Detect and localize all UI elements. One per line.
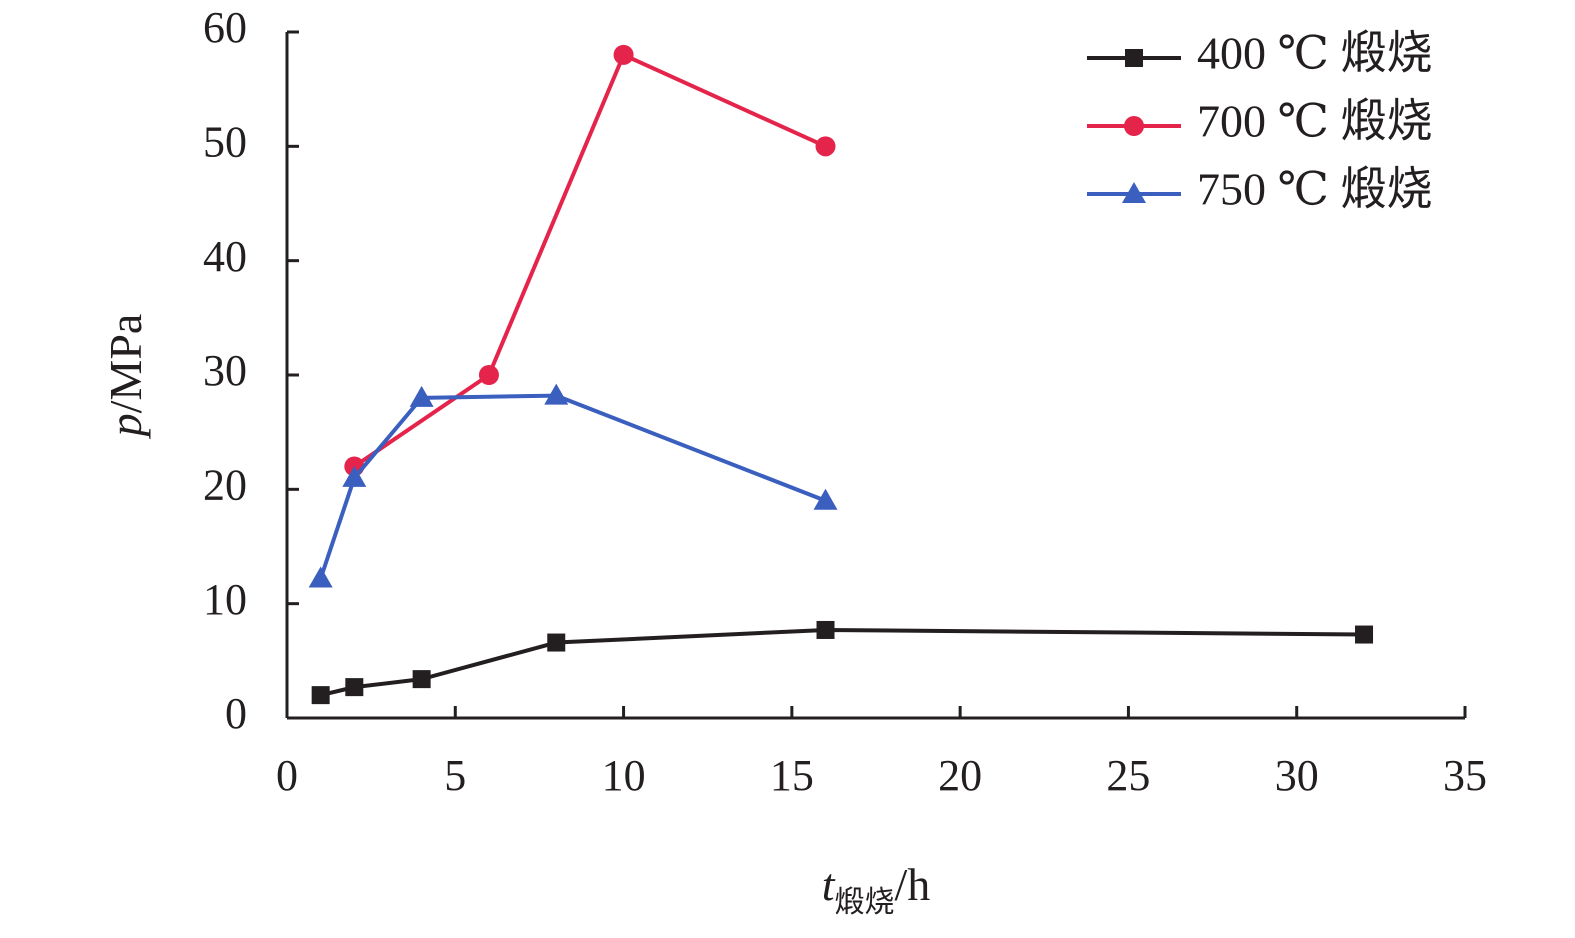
- data-point: [345, 678, 364, 697]
- series-2: [344, 44, 836, 477]
- y-tick-label: 50: [203, 117, 247, 166]
- axes: 0 10 20 30 40 50 60 0 5 10 15 20 25 30 35: [203, 3, 1487, 800]
- legend-item-2: 700 ℃ 煅烧: [1087, 96, 1432, 147]
- y-tick-label: 20: [203, 460, 247, 509]
- legend-marker: [1125, 49, 1143, 67]
- x-tick-label: 15: [770, 751, 814, 800]
- y-tick-label: 30: [203, 346, 247, 395]
- legend-marker: [1124, 116, 1144, 136]
- x-axis-subscript: 煅烧: [835, 885, 895, 920]
- legend: 400 ℃ 煅烧 700 ℃ 煅烧 750 ℃ 煅烧: [1087, 28, 1432, 215]
- data-point: [613, 44, 634, 65]
- series-line: [353, 52, 827, 469]
- series-3: [308, 383, 838, 588]
- data-point: [816, 620, 835, 639]
- data-point: [308, 566, 333, 588]
- legend-label: 400 ℃ 煅烧: [1197, 28, 1432, 79]
- data-point: [547, 633, 566, 652]
- y-tick-label: 40: [203, 232, 247, 281]
- x-tick-label: 10: [602, 751, 646, 800]
- data-point: [815, 136, 836, 157]
- y-tick-label: 60: [203, 3, 247, 52]
- y-axis-title: p/MPa: [100, 314, 151, 440]
- x-tick-label: 5: [444, 751, 466, 800]
- series-line: [318, 393, 827, 580]
- x-axis-variable: t: [822, 859, 836, 910]
- data-point: [311, 686, 330, 705]
- x-tick-label: 25: [1106, 751, 1150, 800]
- y-tick-label: 10: [203, 575, 247, 624]
- x-tick-label: 20: [938, 751, 982, 800]
- data-point: [478, 365, 499, 385]
- y-axis-unit: /MPa: [100, 314, 151, 414]
- y-axis-variable: p: [100, 413, 151, 439]
- legend-label: 750 ℃ 煅烧: [1197, 164, 1432, 215]
- series-1: [311, 620, 1374, 705]
- y-tick-label: 0: [225, 689, 247, 738]
- x-tick-label: 30: [1275, 751, 1319, 800]
- data-point: [412, 670, 431, 689]
- x-tick-label: 0: [276, 751, 298, 800]
- data-point: [813, 488, 838, 510]
- legend-item-3: 750 ℃ 煅烧: [1087, 164, 1432, 215]
- legend-label: 700 ℃ 煅烧: [1197, 96, 1432, 147]
- data-point: [342, 465, 367, 487]
- series-layer: [308, 44, 1374, 705]
- legend-item-1: 400 ℃ 煅烧: [1087, 28, 1432, 79]
- series-line: [320, 627, 1365, 698]
- legend-marker: [1122, 182, 1146, 203]
- data-point: [409, 385, 434, 407]
- x-tick-label: 35: [1443, 751, 1487, 800]
- data-point: [544, 383, 569, 405]
- x-axis-unit: /h: [895, 859, 931, 910]
- x-axis-title: t煅烧/h: [822, 859, 931, 920]
- data-point: [1355, 625, 1374, 644]
